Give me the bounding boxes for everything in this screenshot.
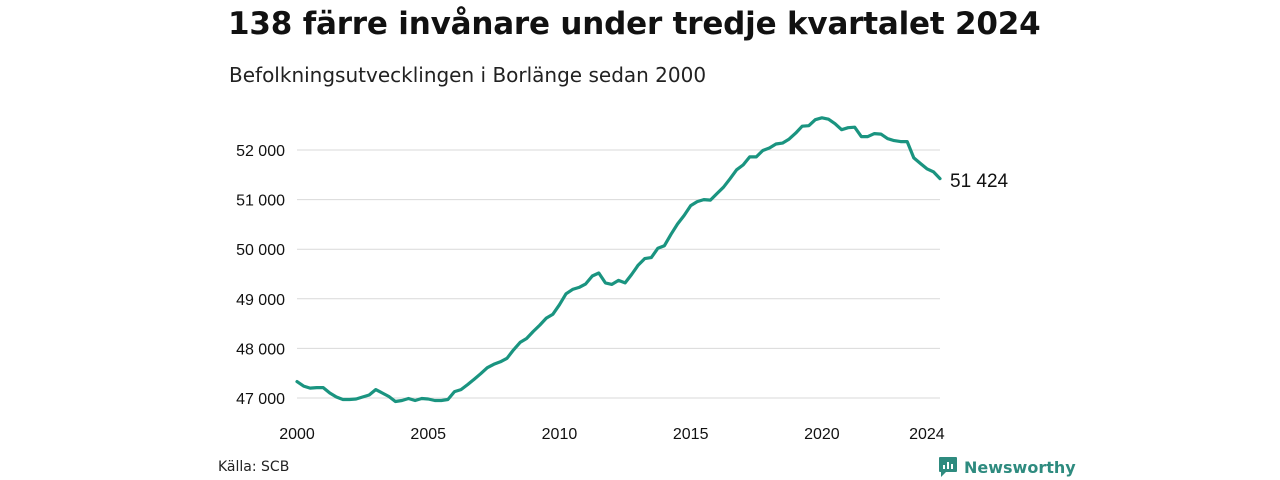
grid-layer [297, 149, 940, 399]
chart-subtitle: Befolkningsutvecklingen i Borlänge sedan… [229, 63, 707, 87]
y-tick-label: 50 000 [236, 242, 285, 259]
source-note: Källa: SCB [218, 459, 290, 475]
brand-logo: Newsworthy [938, 456, 1076, 478]
x-tick-label: 2015 [673, 426, 709, 443]
last-value-label: 51 424 [950, 171, 1009, 192]
y-tick-label: 48 000 [236, 341, 285, 358]
x-tick-label: 2000 [279, 426, 315, 443]
newsworthy-logo-icon [939, 457, 957, 477]
population-line [295, 116, 942, 404]
series-layer [295, 116, 942, 404]
y-tick-label: 47 000 [236, 391, 285, 408]
y-tick-label: 51 000 [236, 193, 285, 210]
chart-title: 138 färre invånare under tredje kvartale… [228, 6, 1041, 42]
x-tick-label: 2010 [542, 426, 578, 443]
x-axis-ticks: 2000 2005 2010 2015 2020 2024 [279, 426, 945, 443]
x-tick-label: 2020 [804, 426, 840, 443]
y-tick-label: 52 000 [236, 143, 285, 160]
y-axis-ticks: 47 000 48 000 49 000 50 000 51 000 52 000 [236, 143, 285, 408]
y-tick-label: 49 000 [236, 292, 285, 309]
x-tick-label: 2005 [410, 426, 446, 443]
brand-name: Newsworthy [964, 457, 1076, 477]
x-tick-label: 2024 [909, 426, 945, 443]
